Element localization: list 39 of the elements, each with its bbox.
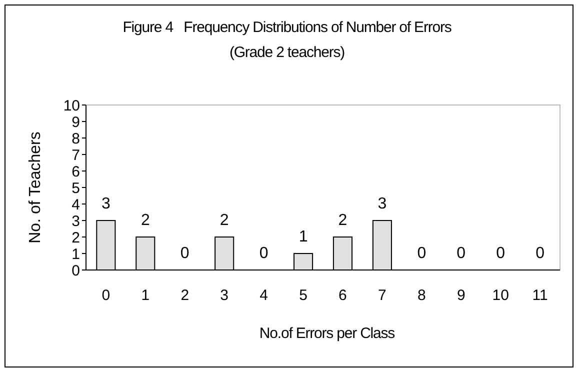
y-axis-title: No. of Teachers: [27, 132, 44, 244]
chart-title: Figure 4 Frequency Distributions of Number of Errors: [122, 19, 452, 36]
y-tick-label: 6: [72, 163, 80, 180]
y-tick-label: 0: [72, 262, 80, 280]
x-axis-title: No.of Errors per Class: [259, 325, 395, 342]
x-tick-label: 6: [338, 287, 347, 304]
y-tick-label: 7: [72, 146, 80, 164]
y-tick-label: 4: [72, 196, 80, 214]
x-tick-label: 7: [378, 287, 386, 304]
y-tick-label: 1: [72, 246, 80, 263]
y-tick-label: 8: [72, 130, 80, 148]
x-tick-label: 9: [456, 287, 466, 304]
data-label: 2: [338, 212, 348, 229]
y-tick-label: 5: [72, 180, 80, 197]
data-label: 1: [298, 228, 308, 246]
data-label: 2: [140, 212, 150, 229]
y-tick-label: 2: [72, 229, 80, 246]
x-tick-label: 5: [299, 287, 308, 304]
x-tick-label: 11: [532, 287, 548, 304]
x-tick-label: 8: [417, 287, 426, 304]
x-tick-label: 10: [492, 287, 509, 304]
data-label: 0: [259, 245, 268, 262]
x-tick-label: 4: [260, 287, 268, 304]
y-tick-label: 9: [72, 114, 80, 131]
x-tick-label: 0: [102, 287, 110, 304]
x-tick-label: 1: [141, 287, 150, 304]
data-label: 0: [180, 245, 190, 262]
y-tick-label: 10: [63, 97, 80, 114]
data-label: 0: [496, 245, 506, 262]
x-tick-label: 3: [220, 287, 229, 304]
data-label: 0: [536, 245, 545, 262]
data-label: 0: [456, 245, 466, 262]
data-label: 3: [378, 196, 387, 212]
data-label: 0: [417, 245, 426, 262]
data-label: 2: [220, 212, 229, 229]
chart-subtitle: (Grade 2 teachers): [229, 44, 346, 61]
data-label: 3: [101, 196, 110, 212]
x-tick-label: 2: [180, 287, 190, 304]
y-tick-label: 3: [72, 212, 80, 230]
